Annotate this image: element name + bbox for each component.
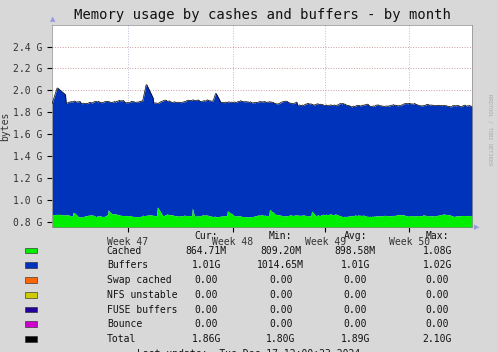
Text: 0.00: 0.00 (194, 275, 218, 285)
Text: 0.00: 0.00 (269, 290, 293, 300)
Text: 1.08G: 1.08G (422, 246, 452, 256)
Text: Buffers: Buffers (107, 260, 148, 270)
Text: 2.10G: 2.10G (422, 334, 452, 344)
Text: Min:: Min: (269, 231, 293, 241)
Text: 809.20M: 809.20M (260, 246, 301, 256)
FancyBboxPatch shape (25, 248, 37, 253)
Text: FUSE buffers: FUSE buffers (107, 304, 177, 315)
Text: 1.01G: 1.01G (340, 260, 370, 270)
Text: 0.00: 0.00 (194, 304, 218, 315)
Text: NFS unstable: NFS unstable (107, 290, 177, 300)
Text: Avg:: Avg: (343, 231, 367, 241)
Text: Cached: Cached (107, 246, 142, 256)
Text: 1.80G: 1.80G (266, 334, 296, 344)
Text: 0.00: 0.00 (343, 290, 367, 300)
Text: 0.00: 0.00 (425, 290, 449, 300)
Text: 0.00: 0.00 (269, 304, 293, 315)
Text: 1.01G: 1.01G (191, 260, 221, 270)
Text: RRDTOOL / TOBI OETIKER: RRDTOOL / TOBI OETIKER (487, 94, 492, 166)
FancyBboxPatch shape (25, 307, 37, 312)
Text: 898.58M: 898.58M (335, 246, 376, 256)
Text: 1.02G: 1.02G (422, 260, 452, 270)
Text: Total: Total (107, 334, 136, 344)
FancyBboxPatch shape (25, 277, 37, 283)
Text: 1.89G: 1.89G (340, 334, 370, 344)
Text: 0.00: 0.00 (425, 275, 449, 285)
Text: Last update:  Tue Dec 17 12:00:23 2024: Last update: Tue Dec 17 12:00:23 2024 (137, 349, 360, 352)
Text: 0.00: 0.00 (269, 319, 293, 329)
Text: 0.00: 0.00 (194, 319, 218, 329)
Text: 0.00: 0.00 (343, 304, 367, 315)
Text: 1.86G: 1.86G (191, 334, 221, 344)
Text: 0.00: 0.00 (425, 304, 449, 315)
Text: 0.00: 0.00 (343, 319, 367, 329)
Title: Memory usage by cashes and buffers - by month: Memory usage by cashes and buffers - by … (74, 8, 451, 22)
Y-axis label: bytes: bytes (0, 111, 10, 140)
Text: ▲: ▲ (50, 17, 55, 23)
FancyBboxPatch shape (25, 321, 37, 327)
Text: 1014.65M: 1014.65M (257, 260, 304, 270)
Text: Bounce: Bounce (107, 319, 142, 329)
Text: 864.71M: 864.71M (186, 246, 227, 256)
FancyBboxPatch shape (25, 336, 37, 342)
Text: 0.00: 0.00 (194, 290, 218, 300)
Text: 0.00: 0.00 (343, 275, 367, 285)
Text: ▶: ▶ (474, 224, 480, 230)
Text: Max:: Max: (425, 231, 449, 241)
Text: 0.00: 0.00 (269, 275, 293, 285)
FancyBboxPatch shape (25, 292, 37, 297)
Text: Cur:: Cur: (194, 231, 218, 241)
Text: 0.00: 0.00 (425, 319, 449, 329)
Text: Swap cached: Swap cached (107, 275, 171, 285)
FancyBboxPatch shape (25, 263, 37, 268)
